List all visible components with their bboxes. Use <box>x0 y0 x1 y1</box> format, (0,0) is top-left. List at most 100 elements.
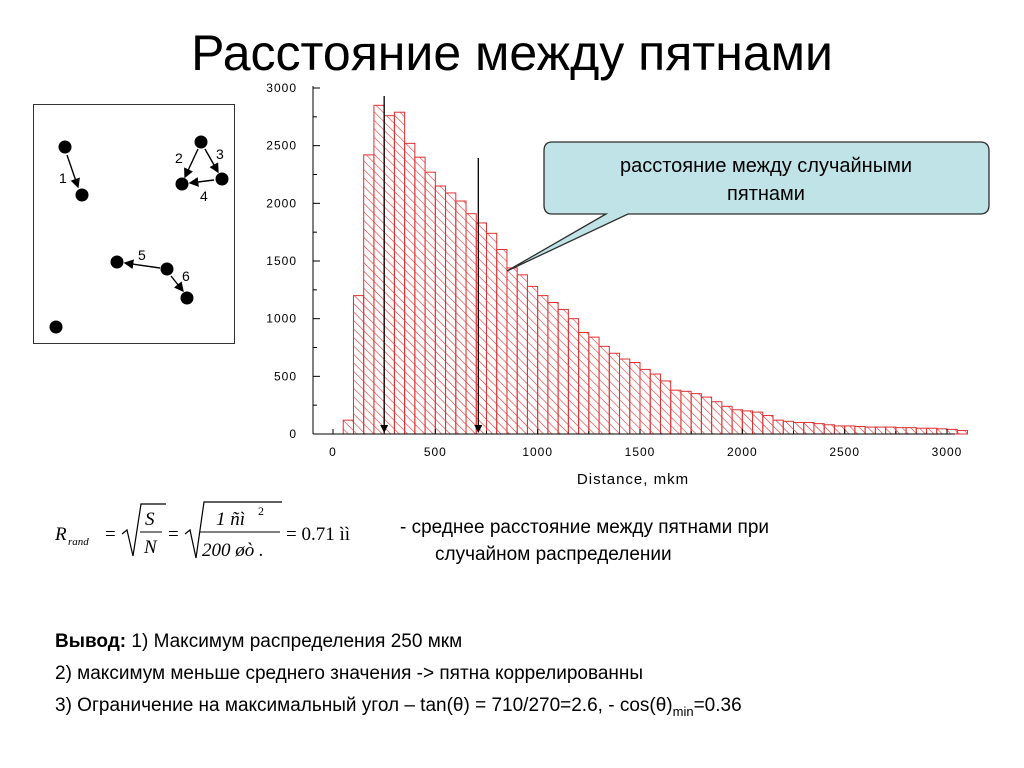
histogram-bar <box>598 345 610 435</box>
x-tick-label: 1500 <box>625 445 656 459</box>
histogram-bar <box>659 380 672 435</box>
spot-label: 1 <box>59 170 67 186</box>
histogram-bar <box>803 421 815 435</box>
conclusions: Вывод: 1) Максимум распределения 250 мкм… <box>55 626 742 728</box>
spot-label: 5 <box>138 247 146 263</box>
conclusion-3-suffix: =0.36 <box>693 695 742 716</box>
slide-title: Расстояние между пятнами <box>191 25 833 81</box>
spot <box>49 320 63 334</box>
histogram-bar <box>731 409 743 435</box>
y-tick-label: 1000 <box>266 312 297 326</box>
formula-result: = 0.71 ìì <box>286 524 350 545</box>
histogram-bar <box>752 411 764 435</box>
histogram-bar <box>833 425 846 435</box>
x-axis-label: Distance, mkm <box>577 471 689 488</box>
histogram-bar <box>793 421 805 435</box>
histogram-bar <box>639 368 651 435</box>
formula-desc-line-1: - среднее расстояние между пятнами при <box>400 517 769 538</box>
x-tick-label: 500 <box>424 445 447 459</box>
histogram-bar <box>721 405 733 435</box>
spot <box>75 188 89 202</box>
histogram-bar <box>946 428 958 435</box>
histogram-bar <box>567 318 580 435</box>
histogram-bar <box>578 332 590 435</box>
conclusion-heading: Вывод: <box>55 631 127 652</box>
histogram-bar <box>844 425 856 435</box>
formula-lhs: R <box>54 524 67 545</box>
histogram-svg: 0 500 1000 1500 2000 2500 3000 0 500 1000 1500 2000… <box>217 81 968 488</box>
conclusion-1: Вывод: 1) Максимум распределения 250 мкм <box>55 626 742 658</box>
spot-label: 2 <box>175 150 183 166</box>
histogram-bar <box>649 373 661 435</box>
histogram-bar <box>772 419 784 435</box>
histogram-bar <box>823 424 835 435</box>
y-tick-label: 500 <box>274 369 297 383</box>
histogram-bar <box>342 419 354 435</box>
histogram-bar <box>700 396 713 435</box>
formula-frac1-num: S <box>145 509 155 530</box>
formula-eq-2: = <box>168 524 179 545</box>
histogram-bar <box>629 361 641 435</box>
histogram-bar <box>526 285 539 435</box>
histogram-bar <box>352 295 365 435</box>
spot <box>110 255 124 269</box>
marker-arrowhead <box>474 425 483 433</box>
formula-lhs-sub: rand <box>68 536 89 548</box>
spot <box>215 172 229 186</box>
y-tick-label: 2000 <box>266 196 297 210</box>
histogram-bar <box>537 295 549 435</box>
histogram-chart: 0 500 1000 1500 2000 2500 3000 0 500 1000 1500 2000… <box>217 80 990 500</box>
histogram-bar <box>670 389 682 435</box>
histogram-bar <box>762 415 774 435</box>
histogram-bar <box>557 308 569 435</box>
histogram-bar <box>885 426 897 435</box>
histogram-bar <box>915 427 928 435</box>
spot <box>160 262 174 276</box>
spots-diagram-svg: 1 2 3 4 5 6 <box>49 135 229 334</box>
formula-frac2-num-sup: 2 <box>258 504 264 518</box>
x-tick-label: 1000 <box>522 445 553 459</box>
spots-diagram: 1 2 3 4 5 6 <box>33 104 235 344</box>
histogram-bar <box>690 393 702 435</box>
conclusion-3: 3) Ограничение на максимальный угол – ta… <box>55 690 742 728</box>
histogram-bar <box>936 428 948 435</box>
spot <box>175 177 189 191</box>
marker-arrowhead <box>380 425 389 433</box>
histogram-bar <box>905 427 917 435</box>
histogram-bar <box>864 426 876 435</box>
formula-frac2-den: 200 øò . <box>202 540 264 561</box>
x-tick-label: 2500 <box>829 445 860 459</box>
histogram-bar <box>711 401 723 435</box>
y-tick-label: 2500 <box>266 139 297 153</box>
histogram-bar <box>782 420 795 435</box>
spot-label: 4 <box>200 188 208 204</box>
conclusion-1-text: 1) Максимум распределения 250 мкм <box>131 631 463 652</box>
histogram-bar <box>619 358 631 435</box>
histogram-bar <box>874 426 887 435</box>
spot <box>194 135 208 149</box>
conclusion-2: 2) максимум меньше среднего значения -> … <box>55 663 644 684</box>
conclusion-3-prefix: 3) Ограничение на максимальный угол – ta… <box>55 695 673 716</box>
y-tick-label: 1500 <box>266 254 297 268</box>
histogram-bar <box>588 336 600 435</box>
spot <box>180 291 194 305</box>
histogram-bar <box>608 352 621 435</box>
formula: R rand = S N = 1 ñì 2 200 øò . = 0.71 ìì <box>54 501 350 561</box>
histogram-bar <box>926 427 938 435</box>
formula-eq: = <box>105 524 116 545</box>
formula-frac1-den: N <box>143 537 158 558</box>
y-tick-label: 0 <box>289 427 297 441</box>
formula-desc-line-2: случайном распределении <box>435 544 672 565</box>
spot <box>58 140 72 154</box>
histogram-bar <box>895 427 907 435</box>
x-tick-label: 2000 <box>727 445 758 459</box>
histogram-bar <box>680 390 692 435</box>
conclusion-3-sub: min <box>672 703 694 719</box>
histogram-bar <box>854 426 866 435</box>
x-tick-label: 3000 <box>932 445 963 459</box>
histogram-bar <box>741 410 754 435</box>
x-tick-label: 0 <box>329 445 337 459</box>
spot-label: 3 <box>216 146 224 162</box>
spot-label: 6 <box>182 268 190 284</box>
histogram-bar <box>813 423 825 435</box>
